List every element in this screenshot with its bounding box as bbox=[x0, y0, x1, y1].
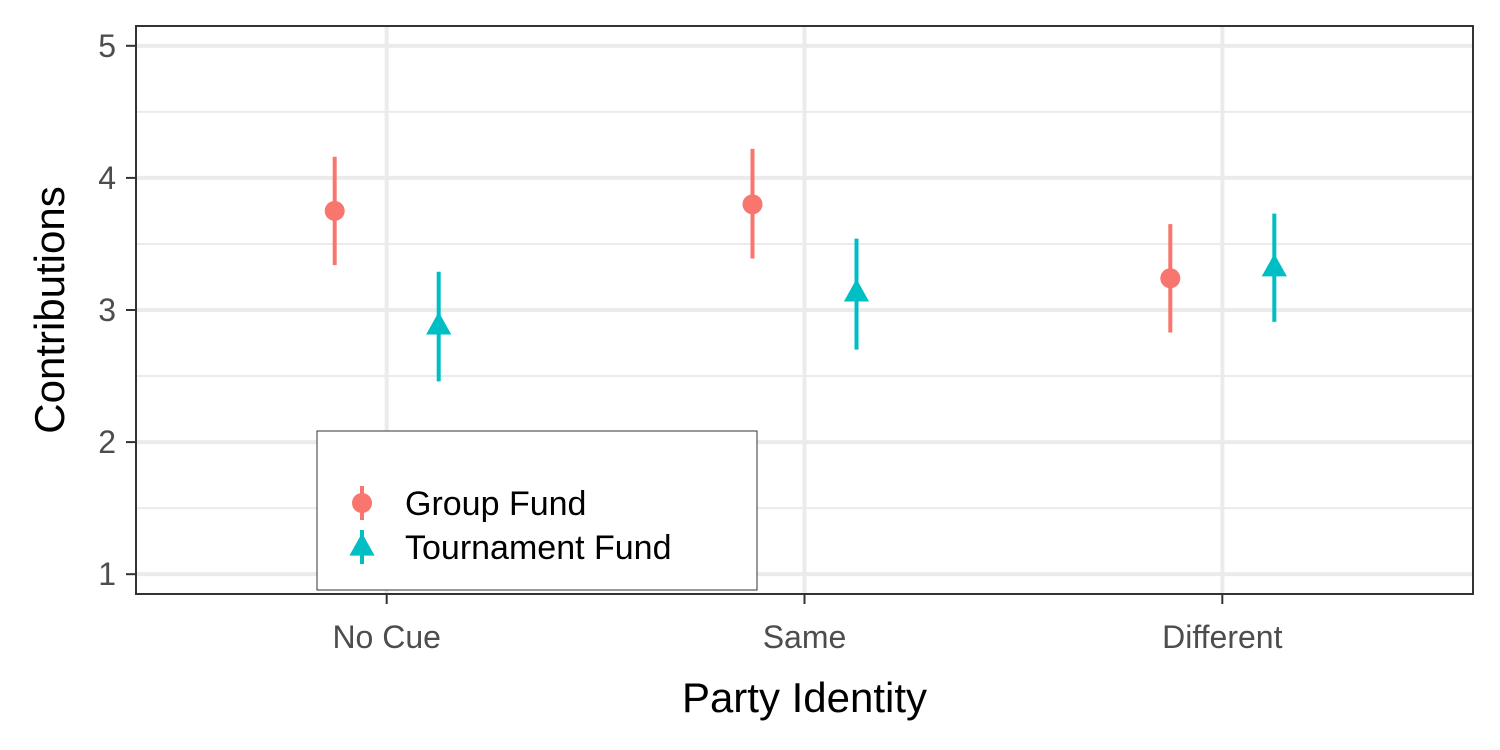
legend: Group Fund Tournament Fund bbox=[316, 430, 758, 591]
data-point-triangle bbox=[843, 278, 870, 302]
data-point-triangle bbox=[1261, 253, 1287, 277]
x-tick-label: Same bbox=[763, 619, 847, 655]
data-point-triangle bbox=[426, 311, 452, 335]
x-tick-label: Different bbox=[1162, 619, 1282, 655]
axes: 1 2 3 4 5 No Cue Same Different bbox=[98, 28, 1282, 655]
y-tick-label: 3 bbox=[98, 292, 116, 328]
y-tick-label: 1 bbox=[98, 556, 116, 592]
y-tick-label: 5 bbox=[98, 28, 116, 64]
y-axis-title: Contributions bbox=[26, 186, 73, 433]
data-point-circle bbox=[324, 200, 345, 221]
y-tick-label: 2 bbox=[98, 424, 116, 460]
legend-box bbox=[316, 430, 758, 591]
data-point-circle bbox=[1160, 268, 1181, 289]
data-series bbox=[324, 148, 1287, 382]
x-axis-title: Party Identity bbox=[682, 674, 927, 721]
legend-key-triangle bbox=[349, 533, 375, 556]
y-tick-label: 4 bbox=[98, 160, 116, 196]
x-tick-label: No Cue bbox=[332, 619, 441, 655]
data-point-circle bbox=[742, 194, 763, 215]
legend-label: Tournament Fund bbox=[405, 529, 672, 567]
legend-label: Group Fund bbox=[405, 485, 586, 523]
legend-key-circle bbox=[352, 493, 372, 513]
